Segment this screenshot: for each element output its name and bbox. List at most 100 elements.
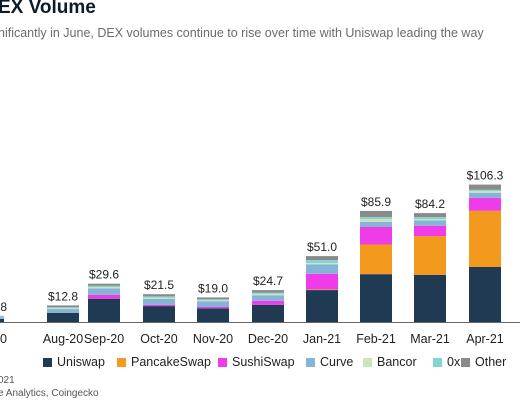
bar-segment-pancakeswap-apr-21 [469, 210, 501, 267]
footnote-source: e Analytics, Coingecko [0, 388, 99, 399]
bar-segment-sushiswap-feb-21 [360, 227, 392, 245]
bar-segment-uniswap-feb-21 [360, 274, 392, 322]
legend-item-sushiswap: SushiSwap [218, 355, 295, 369]
total-label-aug-20: $12.8 [48, 289, 78, 303]
bar-segment-other-oct-20 [143, 294, 175, 297]
bar-segment-curve-sep-20 [88, 288, 120, 295]
bar-segment-uniswap-dec-20 [252, 304, 284, 322]
legend-item-curve: Curve [306, 355, 353, 369]
bar-segment-pancakeswap-jan-21 [306, 289, 338, 290]
x-tick-label-mar-21: Mar-21 [410, 332, 450, 346]
legend-swatch-pancakeswap [117, 357, 126, 367]
legend-label-0x: 0x [447, 355, 461, 369]
bar-segment-uniswap-jan-21 [306, 290, 338, 322]
bar-segment-0x-nov-20 [197, 299, 229, 301]
total-label-dec-20: $24.7 [253, 274, 283, 288]
bar-segment-0x-sep-20 [88, 285, 120, 288]
bar-segment-bancor-dec-20 [252, 293, 284, 296]
bar-segment-sushiswap-jan-21 [306, 273, 338, 290]
legend-item-bancor: Bancor [363, 355, 417, 369]
bar-segment-0x-aug-20 [47, 307, 79, 308]
bar-segment-curve-aug-20 [47, 309, 79, 313]
legend-swatch-uniswap [43, 357, 52, 367]
total-label-20: 8 [0, 300, 7, 314]
legend-label-other: Other [475, 355, 507, 369]
x-tick-label-20: 20 [0, 332, 7, 346]
legend-label-pancakeswap: PancakeSwap [131, 355, 211, 369]
x-tick-label-oct-20: Oct-20 [140, 332, 178, 346]
bar-segment-bancor-feb-21 [360, 219, 392, 222]
legend-label-curve: Curve [320, 355, 354, 369]
legend-item-other: Other [461, 355, 506, 369]
chart-title: EX Volume [0, 0, 96, 18]
bar-segment-pancakeswap-mar-21 [414, 236, 446, 275]
x-tick-label-jan-21: Jan-21 [303, 332, 341, 346]
footnote-date: 021 [0, 375, 15, 386]
bar-segment-0x-feb-21 [360, 217, 392, 220]
legend-swatch-0x [433, 357, 442, 367]
bar-segment-sushiswap-nov-20 [197, 307, 229, 309]
legend-swatch-curve [306, 357, 315, 367]
bar-segment-0x-oct-20 [143, 296, 175, 298]
total-label-feb-21: $85.9 [361, 195, 391, 209]
bar-segment-curve-nov-20 [197, 301, 229, 307]
x-tick-label-feb-21: Feb-21 [356, 332, 396, 346]
legend-label-sushiswap: SushiSwap [232, 355, 295, 369]
bar-segment-bancor-jan-21 [306, 263, 338, 265]
bar-segment-curve-oct-20 [143, 299, 175, 305]
x-tick-label-nov-20: Nov-20 [193, 332, 233, 346]
legend-label-uniswap: Uniswap [57, 355, 105, 369]
bar-segment-0x-dec-20 [252, 292, 284, 294]
chart-legend: Uniswap PancakeSwap SushiSwap Curve Bancor 0x… [0, 355, 520, 371]
bar-segment-uniswap-aug-20 [47, 312, 79, 322]
bar-segment-curve-20 [0, 317, 4, 319]
x-tick-label-dec-20: Dec-20 [248, 332, 288, 346]
total-label-mar-21: $84.2 [415, 197, 445, 211]
legend-swatch-other [461, 357, 470, 367]
x-tick-label-apr-21: Apr-21 [466, 332, 504, 346]
bar-segment-other-mar-21 [414, 213, 446, 218]
bar-segment-other-sep-20 [88, 283, 120, 286]
bar-segment-bancor-nov-20 [197, 300, 229, 302]
bar-segment-curve-dec-20 [252, 295, 284, 301]
bar-segment-bancor-apr-21 [469, 191, 501, 193]
bar-segment-uniswap-oct-20 [143, 306, 175, 322]
bar-segment-uniswap-20 [0, 318, 4, 322]
bar-segment-uniswap-nov-20 [197, 308, 229, 322]
bar-segment-0x-jan-21 [306, 259, 338, 264]
bar-segment-bancor-oct-20 [143, 297, 175, 299]
bar-segment-0x-mar-21 [414, 217, 446, 220]
bar-segment-bancor-sep-20 [88, 287, 120, 289]
bar-segment-other-20 [0, 315, 4, 317]
bar-segment-sushiswap-sep-20 [88, 294, 120, 299]
bar-segment-uniswap-sep-20 [88, 298, 120, 322]
bar-segment-pancakeswap-feb-21 [360, 244, 392, 275]
chart-subtitle: nificantly in June, DEX volumes continue… [0, 26, 484, 40]
bar-segment-sushiswap-apr-21 [469, 197, 501, 211]
bar-segment-bancor-aug-20 [47, 308, 79, 309]
bar-segment-sushiswap-dec-20 [252, 300, 284, 305]
total-label-apr-21: $106.3 [467, 169, 504, 183]
bar-segment-other-feb-21 [360, 210, 392, 218]
bar-segment-curve-apr-21 [469, 192, 501, 198]
bar-segment-curve-mar-21 [414, 220, 446, 226]
x-tick-label-aug-20: Aug-20 [43, 332, 83, 346]
bar-segment-curve-feb-21 [360, 221, 392, 227]
bar-segment-other-dec-20 [252, 290, 284, 293]
bar-segment-other-aug-20 [47, 305, 79, 308]
total-label-oct-20: $21.5 [144, 278, 174, 292]
bar-segment-other-nov-20 [197, 297, 229, 300]
legend-swatch-bancor [363, 357, 372, 367]
bar-segment-sushiswap-oct-20 [143, 304, 175, 307]
bar-segment-uniswap-mar-21 [414, 274, 446, 322]
bar-segment-curve-jan-21 [306, 264, 338, 274]
legend-item-uniswap: Uniswap [43, 355, 105, 369]
bar-segment-sushiswap-mar-21 [414, 225, 446, 236]
stacked-bar-chart: 8 20 $12.8 Aug-20 $29.6 Sep-20 $21.5 Oct-20 $19.… [0, 169, 520, 346]
legend-swatch-sushiswap [218, 357, 227, 367]
legend-item-pancakeswap: PancakeSwap [117, 355, 211, 369]
bar-segment-other-jan-21 [306, 256, 338, 260]
total-label-sep-20: $29.6 [89, 268, 119, 282]
bar-segment-bancor-mar-21 [414, 219, 446, 221]
legend-label-bancor: Bancor [377, 355, 417, 369]
